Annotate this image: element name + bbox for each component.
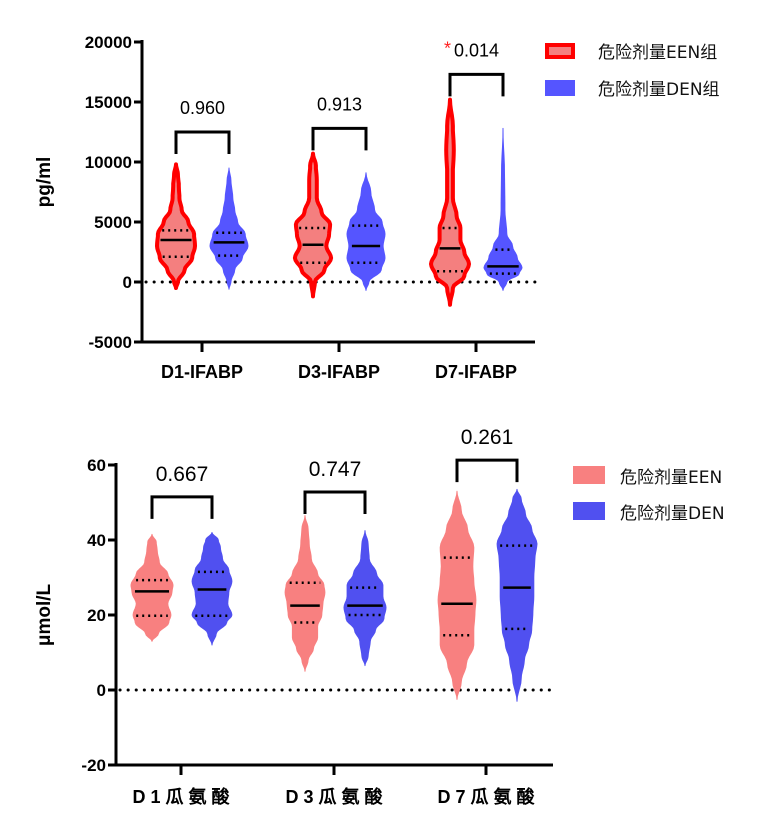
y-axis-label: μmol/L xyxy=(34,583,55,646)
p-value-label: 0.913 xyxy=(317,94,362,114)
y-tick-label: 40 xyxy=(87,531,106,550)
y-tick-label: -20 xyxy=(81,756,106,775)
legend-swatch xyxy=(545,80,575,96)
legend-item: 危险剂量EEN组 xyxy=(545,43,717,63)
y-tick-label: 20000 xyxy=(85,33,132,52)
violin-危险剂量DEN-D7瓜氨酸 xyxy=(496,488,538,702)
legend-label: 危险剂量DEN xyxy=(620,504,725,524)
violin-危险剂量EEN组-D3-IFABP xyxy=(292,151,334,299)
significance-star: * xyxy=(444,38,451,58)
violin-body xyxy=(292,151,334,299)
legend-swatch xyxy=(545,43,575,59)
violin-危险剂量DEN-D3瓜氨酸 xyxy=(343,530,387,667)
legend-label: 危险剂量EEN xyxy=(620,468,722,488)
y-axis-label: pg/ml xyxy=(34,157,55,208)
chart-2: -20 0 20 40 60 μmol/L D 1 瓜 氨 酸 D 3 瓜 氨 酸 D 7 瓜 … xyxy=(34,426,725,807)
p-value-label: 0.747 xyxy=(309,458,362,481)
y-tick-label: 15000 xyxy=(85,93,132,112)
y-tick-label: 60 xyxy=(87,456,106,475)
legend-swatch xyxy=(573,502,605,520)
violin-body xyxy=(130,533,174,642)
legend-item: 危险剂量DEN xyxy=(573,502,725,524)
violin-body xyxy=(437,490,477,700)
violin-危险剂量DEN组-D1-IFABP xyxy=(209,167,249,290)
y-tick-label: 20 xyxy=(87,606,106,625)
y-tick-label: -5000 xyxy=(89,333,132,352)
violin-body xyxy=(483,127,523,291)
x-tick-label: D7-IFABP xyxy=(435,362,517,382)
x-tick-label: D1-IFABP xyxy=(161,362,243,382)
comparison-bracket xyxy=(174,130,231,154)
y-tick-label: 5000 xyxy=(94,213,132,232)
violin-body xyxy=(155,162,197,290)
violin-危险剂量EEN-D1瓜氨酸 xyxy=(130,533,174,642)
p-value-label: 0.960 xyxy=(180,98,225,118)
comparison-bracket xyxy=(455,458,519,483)
violin-危险剂量DEN组-D7-IFABP xyxy=(483,127,523,291)
violin-body xyxy=(284,515,326,672)
x-tick-label: D 7 瓜 氨 酸 xyxy=(437,786,535,807)
comparison-bracket xyxy=(150,495,214,519)
violin-body xyxy=(343,530,387,667)
y-tick-label: 10000 xyxy=(85,153,132,172)
violin-body xyxy=(346,172,386,291)
p-value-label: 0.014 xyxy=(454,40,499,60)
comparison-bracket xyxy=(448,72,505,97)
x-tick-label: D3-IFABP xyxy=(298,362,380,382)
y-tick-label: 0 xyxy=(123,273,132,292)
chart-1: -5000 0 5000 10000 15000 20000 pg/ml D1-IFABP D3… xyxy=(34,33,720,382)
violin-危险剂量EEN组-D1-IFABP xyxy=(155,162,197,290)
violin-body xyxy=(209,167,249,290)
violin-危险剂量DEN-D1瓜氨酸 xyxy=(191,532,233,646)
comparison-bracket xyxy=(303,490,367,514)
legend-label: 危险剂量EEN组 xyxy=(598,43,717,63)
legend-item: 危险剂量EEN xyxy=(573,466,722,488)
comparison-bracket xyxy=(311,126,368,151)
violin-危险剂量EEN-D7瓜氨酸 xyxy=(437,490,477,700)
violin-危险剂量EEN组-D7-IFABP xyxy=(429,97,471,307)
x-tick-label: D 1 瓜 氨 酸 xyxy=(132,786,230,807)
p-value-label: 0.261 xyxy=(461,426,514,449)
legend-label: 危险剂量DEN组 xyxy=(598,80,720,100)
violin-body xyxy=(496,488,538,702)
violin-body xyxy=(429,97,471,307)
x-tick-label: D 3 瓜 氨 酸 xyxy=(285,786,383,807)
p-value-label: 0.667 xyxy=(156,463,209,486)
violin-危险剂量EEN-D3瓜氨酸 xyxy=(284,515,326,672)
y-tick-label: 0 xyxy=(97,681,106,700)
legend-item: 危险剂量DEN组 xyxy=(545,80,720,100)
legend-swatch xyxy=(573,466,605,484)
violin-危险剂量DEN组-D3-IFABP xyxy=(346,172,386,291)
